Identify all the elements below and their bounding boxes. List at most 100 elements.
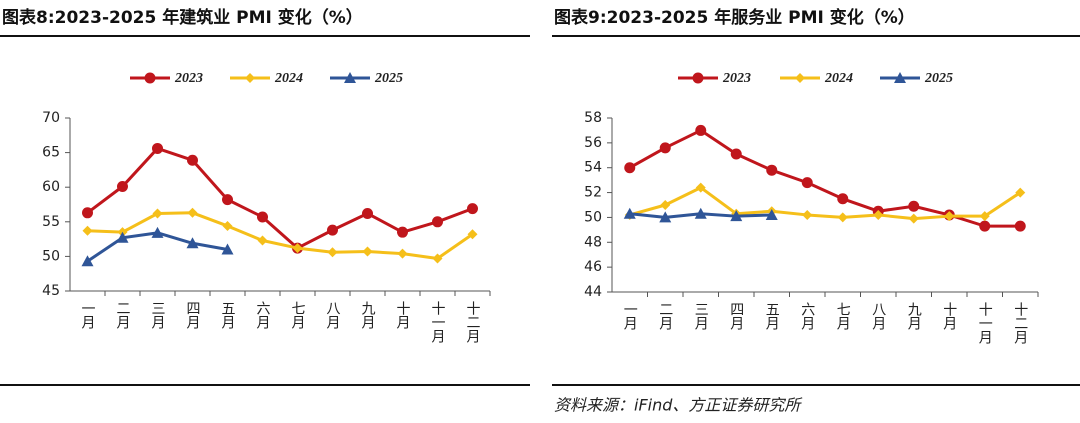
data-point — [257, 211, 268, 223]
x-tick-label: 六月 — [799, 302, 815, 331]
data-point — [659, 211, 672, 223]
series-line — [86, 146, 474, 250]
data-point — [187, 207, 198, 218]
data-point — [660, 200, 671, 210]
legend-label: 2025 — [924, 71, 953, 86]
data-point — [695, 182, 706, 193]
data-point — [186, 237, 199, 249]
data-point — [730, 210, 743, 222]
data-point — [221, 243, 234, 255]
x-tick-label: 十一月 — [430, 301, 446, 344]
chart-title: 图表8:2023-2025 年建筑业 PMI 变化（%） — [2, 7, 363, 28]
x-tick-label: 十二月 — [1012, 302, 1028, 345]
data-point — [908, 200, 920, 212]
y-tick-label: 70 — [42, 110, 60, 126]
data-point — [152, 208, 163, 219]
data-point — [659, 142, 671, 154]
data-point — [82, 207, 93, 219]
y-tick-label: 65 — [42, 145, 60, 161]
data-point — [873, 209, 884, 220]
x-tick-label: 五月 — [764, 302, 780, 331]
data-point — [327, 224, 338, 236]
legend-label: 2024 — [274, 71, 303, 86]
y-tick-label: 52 — [584, 185, 602, 201]
y-tick-label: 46 — [584, 259, 602, 275]
chart-title: 图表9:2023-2025 年服务业 PMI 变化（%） — [554, 7, 915, 28]
data-point — [117, 181, 128, 193]
series-line — [87, 211, 474, 260]
x-tick-label: 八月 — [870, 302, 886, 331]
x-tick-label: 一月 — [80, 301, 96, 330]
x-tick-label: 二月 — [657, 302, 673, 331]
data-point — [257, 235, 268, 246]
data-point — [802, 209, 813, 220]
data-point — [1015, 187, 1026, 198]
x-tick-label: 十月 — [395, 301, 411, 330]
legend-marker — [144, 72, 156, 84]
x-tick-label: 七月 — [290, 301, 306, 330]
y-tick-label: 54 — [584, 160, 602, 176]
x-tick-label: 三月 — [150, 301, 166, 330]
y-tick-label: 58 — [584, 110, 602, 126]
x-tick-label: 八月 — [325, 301, 341, 330]
legend-label: 2023 — [174, 71, 203, 86]
x-tick-label: 五月 — [220, 301, 236, 330]
source: 资料来源：iFind、方正证券研究所 — [554, 396, 803, 415]
data-point — [397, 248, 408, 259]
data-point — [695, 124, 707, 136]
x-tick-label: 三月 — [693, 302, 709, 331]
data-point — [362, 207, 373, 219]
series-line — [629, 128, 1021, 228]
data-point — [82, 225, 93, 236]
x-tick-label: 十月 — [941, 302, 957, 331]
data-point — [116, 231, 129, 243]
data-point — [432, 216, 443, 228]
data-point — [467, 229, 478, 240]
data-point — [837, 212, 848, 223]
x-tick-label: 九月 — [360, 301, 376, 330]
x-tick-label: 十一月 — [977, 302, 993, 345]
data-point — [623, 207, 636, 219]
data-point — [362, 246, 373, 257]
data-point — [694, 207, 707, 219]
data-point — [908, 213, 919, 224]
y-tick-label: 45 — [42, 283, 60, 299]
x-tick-label: 九月 — [906, 302, 922, 331]
data-point — [292, 243, 303, 254]
data-point — [222, 194, 233, 206]
data-point — [81, 255, 94, 267]
legend-marker — [344, 72, 356, 83]
legend-label: 2023 — [722, 71, 751, 86]
data-point — [801, 177, 813, 189]
series-line — [629, 186, 1022, 221]
data-point — [467, 203, 478, 215]
data-point — [766, 164, 778, 176]
data-point — [944, 211, 955, 222]
data-point — [979, 220, 991, 232]
legend-marker — [692, 72, 704, 84]
y-tick-label: 50 — [42, 248, 60, 264]
x-tick-label: 二月 — [115, 301, 131, 330]
data-point — [837, 193, 849, 205]
x-tick-label: 一月 — [622, 302, 638, 331]
data-point — [151, 226, 164, 238]
data-point — [1014, 220, 1026, 232]
x-tick-label: 四月 — [185, 301, 201, 330]
y-tick-label: 55 — [42, 214, 60, 230]
legend-marker — [795, 73, 805, 83]
data-point — [765, 208, 778, 220]
data-point — [432, 253, 443, 264]
data-point — [624, 162, 636, 174]
data-point — [222, 220, 233, 231]
y-tick-label: 44 — [584, 284, 602, 300]
y-tick-label: 56 — [584, 135, 602, 151]
legend-marker — [245, 73, 255, 83]
legend-label: 2024 — [824, 71, 853, 86]
x-tick-label: 四月 — [728, 302, 744, 331]
legend-marker — [894, 72, 906, 83]
y-tick-label: 50 — [584, 209, 602, 225]
data-point — [397, 226, 408, 238]
data-point — [979, 211, 990, 222]
y-tick-label: 48 — [584, 234, 602, 250]
